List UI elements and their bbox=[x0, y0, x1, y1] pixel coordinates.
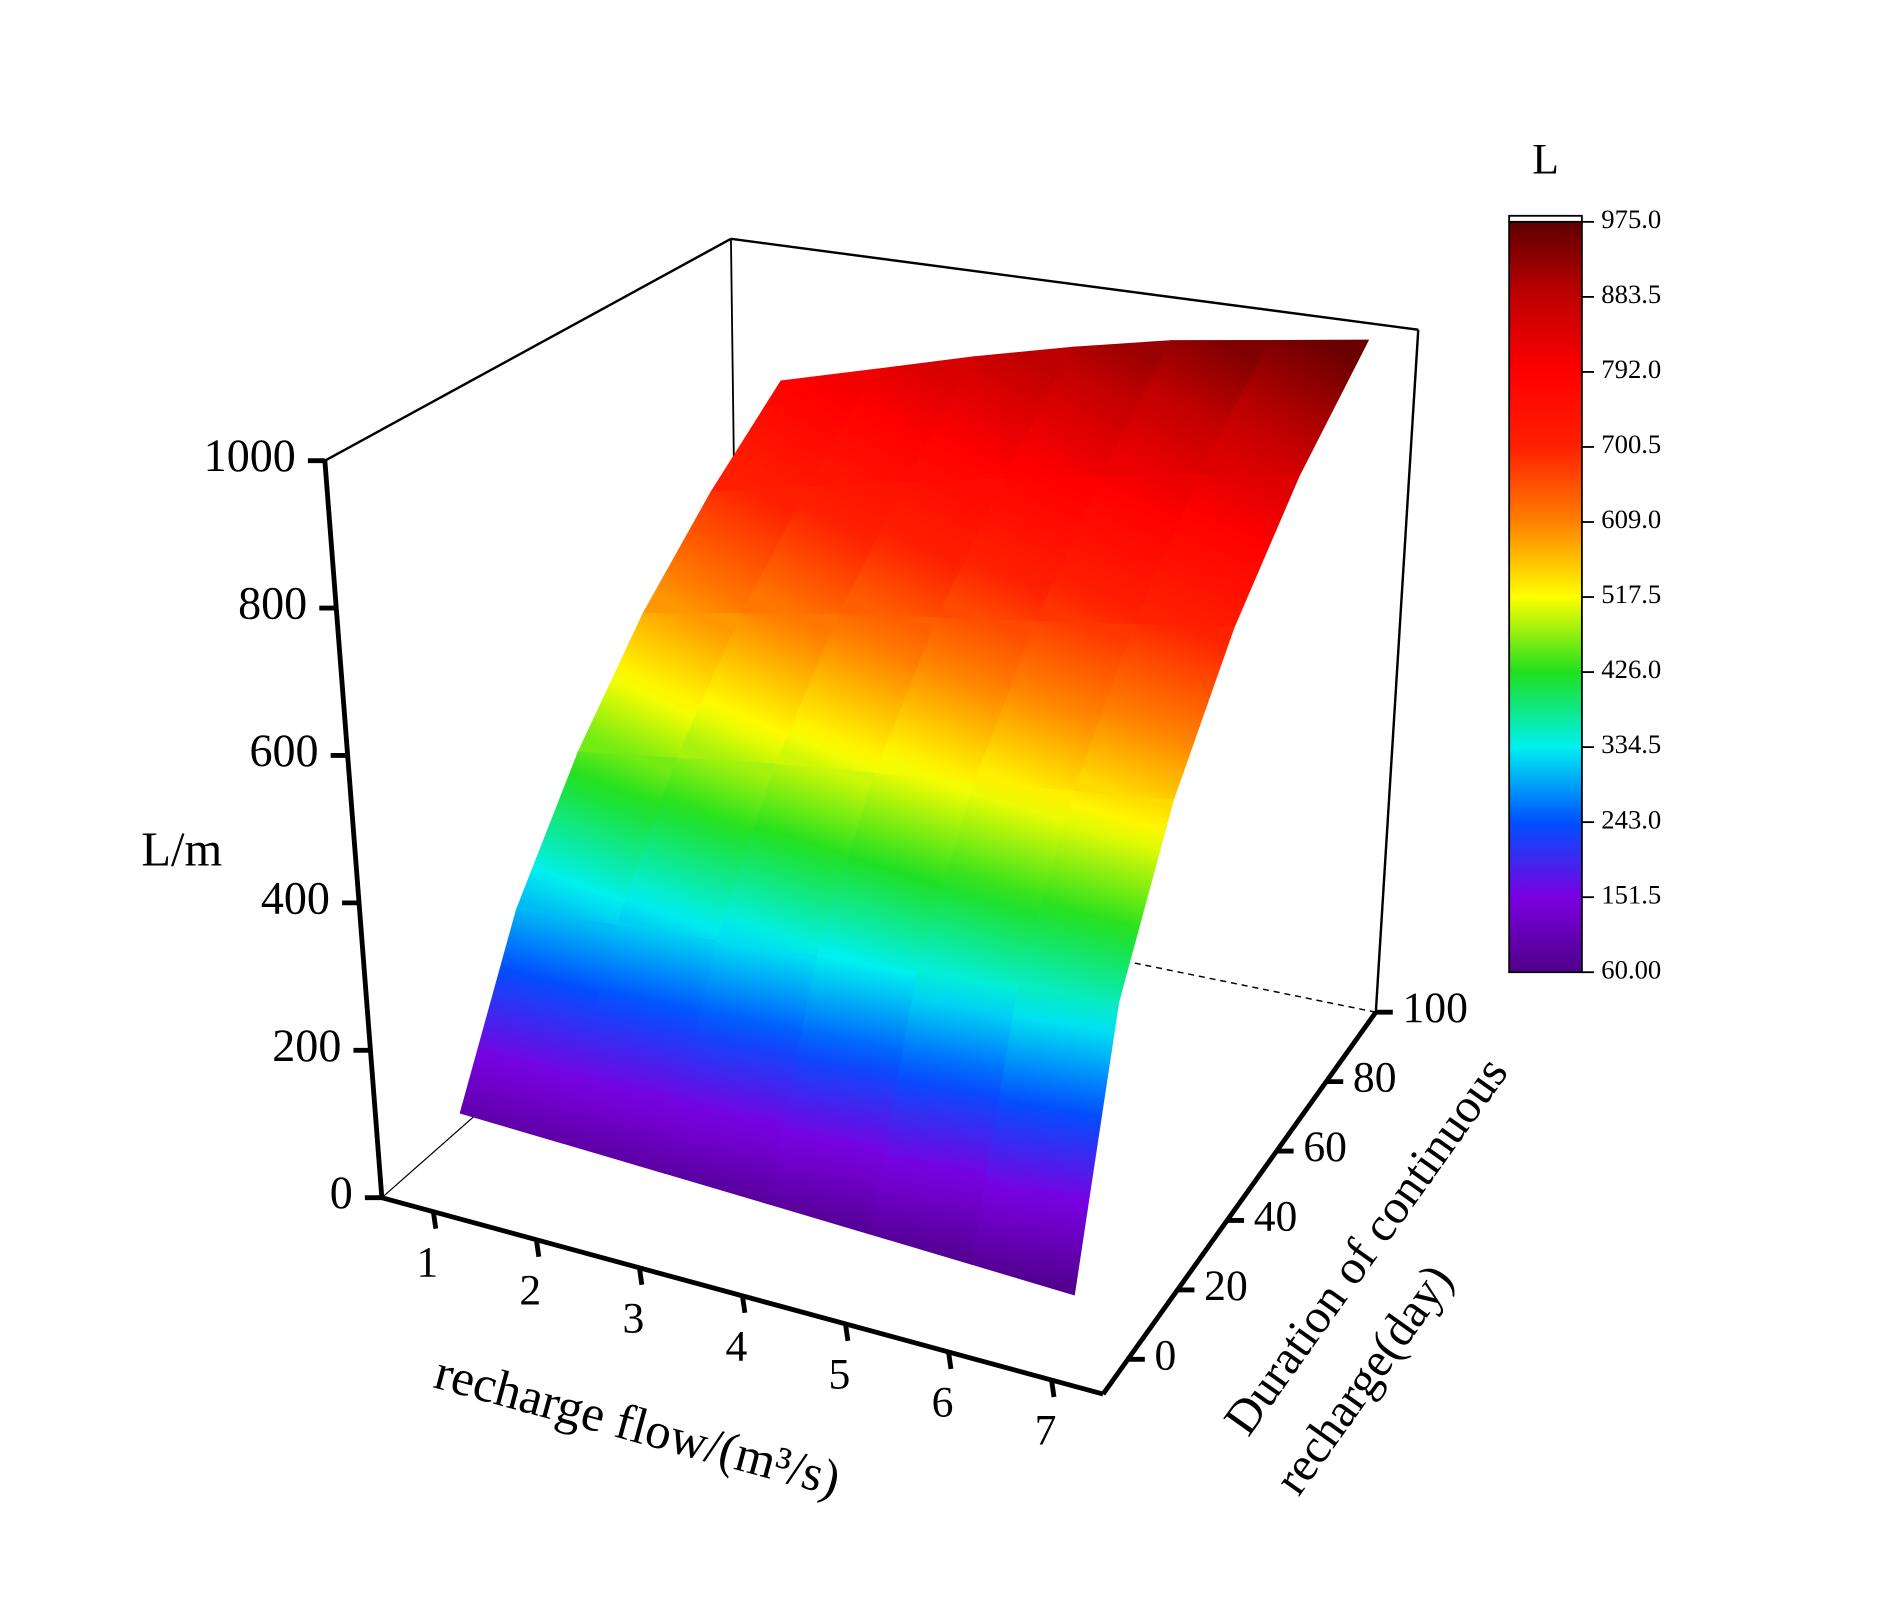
colorbar-tick-label: 609.0 bbox=[1601, 504, 1661, 534]
x-tick-label: 4 bbox=[725, 1322, 747, 1370]
y-tick-label: 0 bbox=[1155, 1331, 1177, 1379]
z-axis bbox=[322, 460, 385, 1198]
x-tick-label: 7 bbox=[1035, 1407, 1057, 1455]
colorbar-tick-label: 975.0 bbox=[1601, 204, 1661, 234]
x-tick-label: 2 bbox=[519, 1266, 541, 1314]
x-tick bbox=[533, 1239, 542, 1258]
x-tick-label: 5 bbox=[829, 1350, 851, 1398]
x-tick bbox=[740, 1295, 748, 1314]
y-tick-label: 60 bbox=[1303, 1123, 1347, 1171]
z-axis-label: L/m bbox=[141, 824, 222, 877]
z-tick-label: 200 bbox=[272, 1020, 341, 1071]
colorbar-tick-label: 700.5 bbox=[1601, 429, 1661, 459]
colorbar-tick-label: 60.00 bbox=[1601, 954, 1661, 984]
colorbar-tick-label: 151.5 bbox=[1601, 879, 1661, 909]
colorbar bbox=[1508, 220, 1583, 974]
box-edge bbox=[730, 237, 1419, 331]
box-edge bbox=[1374, 329, 1420, 1013]
z-tick-label: 0 bbox=[330, 1167, 353, 1218]
x-tick bbox=[843, 1323, 851, 1342]
colorbar-tick-label: 243.0 bbox=[1601, 804, 1661, 834]
colorbar-tick-label: 792.0 bbox=[1601, 354, 1661, 384]
z-tick-label: 400 bbox=[261, 872, 330, 923]
colorbar-tick-label: 517.5 bbox=[1601, 579, 1661, 609]
colorbar-tick-label: 883.5 bbox=[1601, 279, 1661, 309]
colorbar-tick-label: 426.0 bbox=[1601, 654, 1661, 684]
y-tick-label: 80 bbox=[1353, 1054, 1397, 1102]
surface-patch bbox=[971, 986, 1120, 1296]
colorbar-title: L bbox=[1532, 136, 1559, 184]
y-axis bbox=[1101, 1010, 1378, 1396]
y-tick-label: 100 bbox=[1402, 984, 1467, 1032]
z-tick-label: 600 bbox=[249, 725, 318, 776]
x-tick bbox=[1049, 1379, 1057, 1398]
x-tick-label: 3 bbox=[622, 1294, 644, 1342]
y-tick-label: 20 bbox=[1204, 1262, 1248, 1310]
x-tick bbox=[946, 1351, 954, 1370]
z-tick-label: 800 bbox=[238, 578, 307, 629]
x-tick-label: 1 bbox=[416, 1238, 438, 1286]
x-tick bbox=[430, 1211, 439, 1230]
box-edge bbox=[324, 237, 732, 462]
x-tick-label: 6 bbox=[932, 1379, 954, 1427]
x-tick bbox=[637, 1267, 645, 1286]
y-tick-label: 40 bbox=[1254, 1192, 1298, 1240]
colorbar-tick-label: 334.5 bbox=[1601, 729, 1661, 759]
z-tick-label: 1000 bbox=[204, 430, 296, 481]
